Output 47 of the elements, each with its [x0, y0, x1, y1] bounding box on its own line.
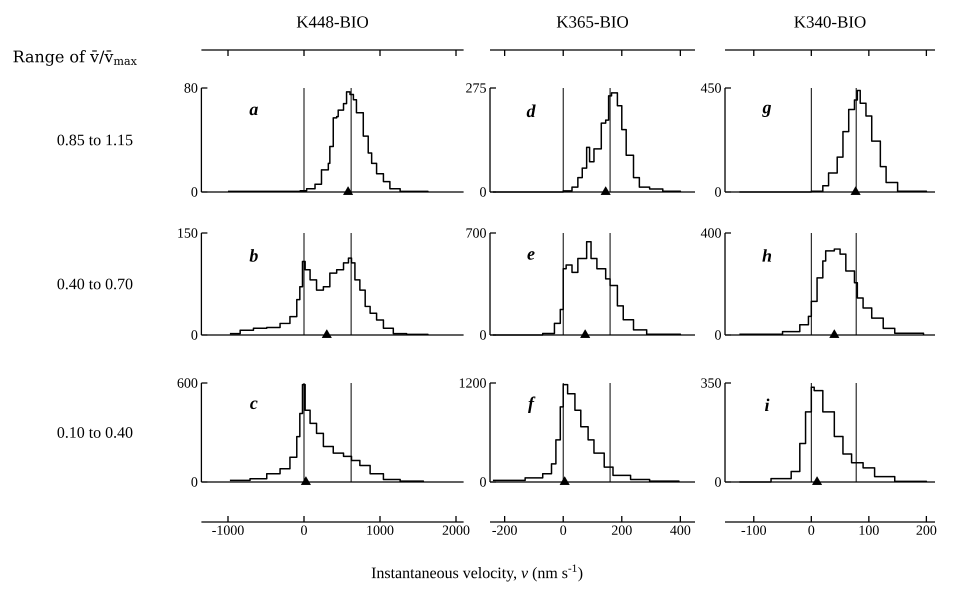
x-tick-label: 200	[916, 526, 936, 535]
x-tick-label: 100	[860, 526, 879, 535]
chart-title: K340-BIO	[794, 16, 866, 28]
y-tick-label: 80	[184, 83, 198, 93]
y-tick-label: 450	[700, 83, 721, 93]
x-tick-label: 0	[560, 526, 566, 535]
y-tick-label: 0	[191, 477, 198, 487]
chart-title: K365-BIO	[556, 16, 628, 28]
y-tick-label: 600	[178, 378, 198, 388]
y-tick-label: 400	[700, 228, 721, 238]
y-tick-label: 0	[715, 477, 721, 487]
annotation: e	[527, 251, 535, 260]
y-tick-label: 275	[466, 83, 486, 93]
annotation: d	[526, 104, 536, 118]
y-axis-title: 0.85 to 1.15	[57, 134, 132, 146]
x-tick-label: 200	[612, 526, 632, 535]
annotation: f	[528, 396, 536, 413]
x-tick-label: -200	[492, 526, 517, 535]
y-tick-label: 1200	[460, 378, 486, 388]
x-tick-label: 1000	[367, 526, 394, 535]
x-tick-label: 0	[808, 526, 814, 535]
x-tick-label: 0	[301, 526, 307, 535]
x-tick-label: -100	[742, 526, 766, 535]
x-tick-label: 2000	[442, 526, 470, 535]
y-tick-label: 0	[191, 330, 198, 340]
chart-title: K448-BIO	[296, 16, 368, 28]
y-tick-label: 0	[715, 330, 721, 340]
y-tick-label: 150	[178, 228, 198, 238]
annotation: a	[250, 106, 258, 116]
y-axis-title: 0.40 to 0.70	[57, 278, 132, 290]
y-tick-label: 0	[191, 187, 198, 197]
y-tick-label: 0	[480, 187, 486, 197]
y-tick-label: 700	[466, 228, 486, 238]
annotation: h	[762, 249, 772, 262]
x-tick-label: -1000	[212, 526, 244, 535]
annotation: g	[762, 104, 772, 118]
y-tick-label: 350	[701, 378, 721, 388]
text: Range of v̄/v̄$_{max}$	[13, 50, 137, 66]
x-axis-title: Instantaneous velocity, v (nm s$^{-1}$)	[372, 564, 582, 582]
y-tick-label: 0	[715, 187, 721, 197]
y-axis-title: 0.10 to 0.40	[57, 427, 132, 438]
annotation: b	[250, 249, 258, 262]
annotation: c	[250, 400, 258, 410]
y-tick-label: 0	[480, 330, 486, 340]
x-tick-label: 400	[670, 526, 690, 535]
y-tick-label: 0	[480, 477, 486, 487]
annotation: i	[764, 398, 770, 411]
